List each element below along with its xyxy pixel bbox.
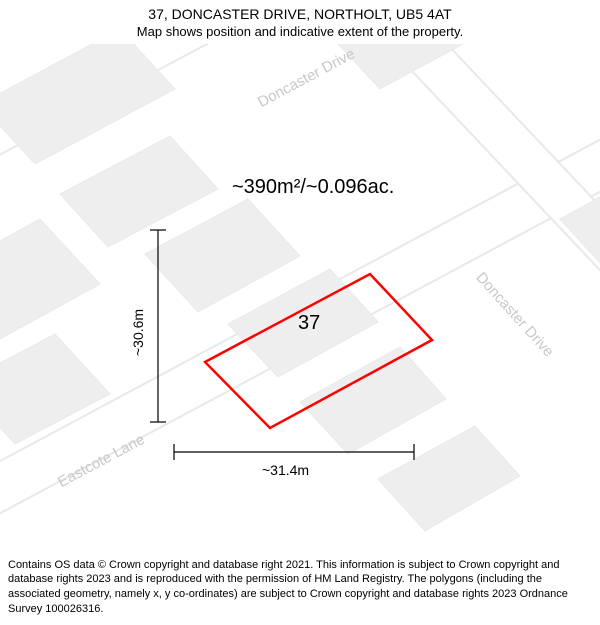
map-container: ~390m²/~0.096ac. 37 ~30.6m ~31.4m Eastco… xyxy=(0,44,600,544)
page-subtitle: Map shows position and indicative extent… xyxy=(10,24,590,39)
horizontal-dimension-label: ~31.4m xyxy=(262,462,309,478)
copyright-footer: Contains OS data © Crown copyright and d… xyxy=(0,552,600,625)
header: 37, DONCASTER DRIVE, NORTHOLT, UB5 4AT M… xyxy=(0,0,600,43)
page-title: 37, DONCASTER DRIVE, NORTHOLT, UB5 4AT xyxy=(10,6,590,22)
house-number-label: 37 xyxy=(298,312,320,335)
area-label: ~390m²/~0.096ac. xyxy=(232,176,394,199)
vertical-dimension-label: ~30.6m xyxy=(130,309,146,356)
